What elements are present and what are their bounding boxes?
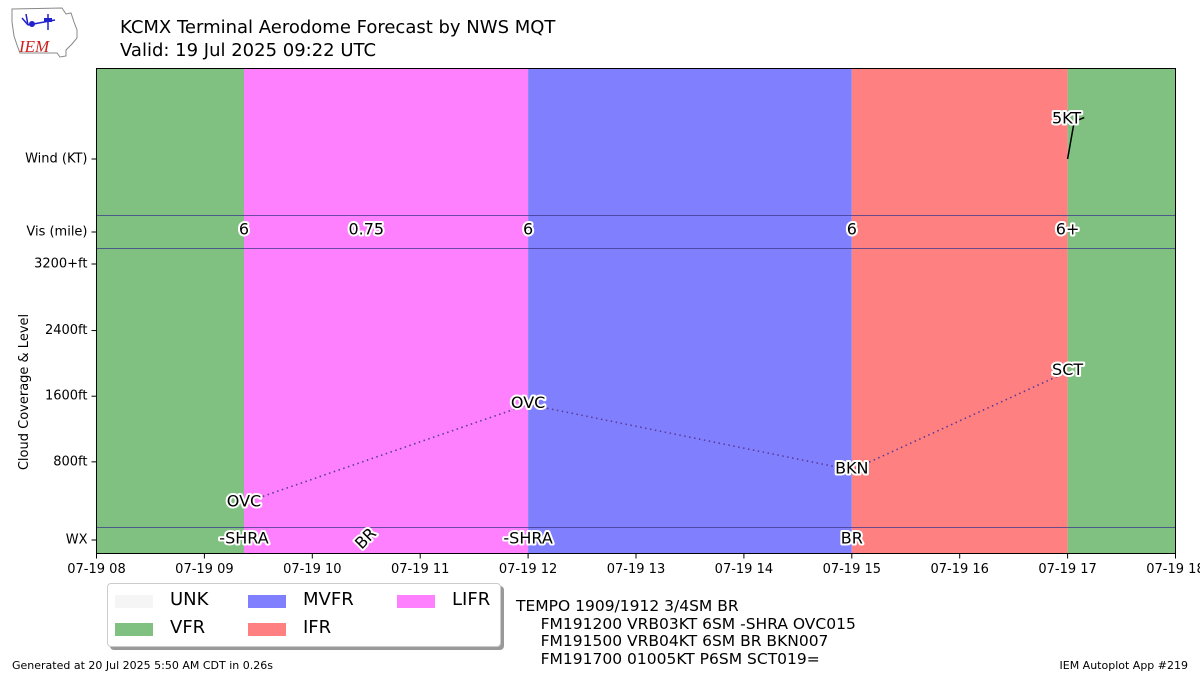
- wind-speed-label: 5KT: [1052, 109, 1081, 128]
- legend-swatch-ifr: [248, 623, 286, 636]
- category-band-ifr: [851, 68, 1068, 554]
- weather-label: -SHRA: [219, 529, 268, 548]
- cloud-cover-label: BKN: [835, 459, 868, 478]
- y-label-wx: WX: [66, 533, 88, 548]
- y-label-vis: Vis (mile): [26, 225, 87, 240]
- legend-label-vfr: VFR: [170, 617, 206, 638]
- x-tick-label: 07-19 18: [1146, 562, 1200, 577]
- y-label-wind: Wind (KT): [25, 152, 87, 167]
- y-tick-label: 1600ft: [45, 389, 88, 404]
- cloud-cover-label: OVC: [227, 491, 261, 510]
- wind-barbs: [1066, 116, 1085, 160]
- app-credit: IEM Autoplot App #219: [1059, 659, 1189, 672]
- weather-label: -SHRA: [503, 529, 552, 548]
- wind-barb-flag: [1073, 116, 1085, 123]
- y-tick-label: 800ft: [53, 454, 87, 469]
- category-band-lifr: [243, 68, 529, 554]
- x-tick-label: 07-19 15: [823, 562, 881, 577]
- cloud-cover-label: OVC: [511, 393, 545, 412]
- x-tick-label: 07-19 17: [1038, 562, 1096, 577]
- wind-barb-shaft: [1066, 119, 1076, 160]
- chart-title: KCMX Terminal Aerodome Forecast by NWS M…: [120, 17, 556, 38]
- y-axis: Wind (KT) Vis (mile) 800ft 1600ft 2400ft 3200…: [25, 152, 97, 548]
- x-tick-label: 07-19 14: [715, 562, 773, 577]
- x-tick-label: 07-19 09: [175, 562, 233, 577]
- category-band-mvfr: [528, 68, 852, 554]
- category-band-vfr: [1067, 68, 1176, 554]
- chart-subtitle: Valid: 19 Jul 2025 09:22 UTC: [120, 40, 377, 61]
- x-tick-label: 07-19 16: [930, 562, 988, 577]
- x-tick-label: 07-19 08: [67, 562, 125, 577]
- y-tick-label: 3200+ft: [34, 257, 87, 272]
- x-tick-label: 07-19 10: [283, 562, 341, 577]
- legend-swatch-mvfr: [248, 595, 286, 608]
- cloud-axis-label: Cloud Coverage & Level: [17, 314, 32, 470]
- x-tick-label: 07-19 13: [607, 562, 665, 577]
- cloud-cover-label: SCT: [1052, 360, 1083, 379]
- category-band-vfr: [96, 68, 244, 554]
- x-axis: 07-19 08 07-19 09 07-19 10 07-19 11 07-19 12…: [67, 553, 1200, 577]
- x-tick-label: 07-19 12: [499, 562, 557, 577]
- row-dividers: [96, 215, 1176, 528]
- visibility-label: 6: [847, 220, 857, 239]
- legend-swatch-unk: [115, 595, 153, 608]
- legend-label-mvfr: MVFR: [303, 589, 354, 610]
- visibility-label: 6: [239, 220, 249, 239]
- legend-label-lifr: LIFR: [452, 589, 491, 610]
- legend-swatch-lifr: [397, 595, 435, 608]
- iem-logo: IEM: [11, 7, 78, 58]
- legend: UNK VFR MVFR IFR LIFR: [107, 583, 501, 647]
- weather-label: BR: [841, 529, 863, 548]
- generated-timestamp: Generated at 20 Jul 2025 5:50 AM CDT in …: [12, 659, 273, 672]
- raw-taf-text: TEMPO 1909/1912 3/4SM BR FM191200 VRB03K…: [516, 597, 856, 668]
- y-tick-label: 2400ft: [45, 323, 88, 338]
- cloud-level-line: [243, 370, 1068, 504]
- iem-logo-text: IEM: [18, 37, 50, 56]
- flight-category-bands: [96, 68, 1176, 554]
- legend-label-unk: UNK: [170, 589, 209, 610]
- visibility-label: 6: [523, 220, 533, 239]
- legend-label-ifr: IFR: [303, 617, 332, 638]
- legend-swatch-vfr: [115, 623, 153, 636]
- visibility-label: 0.75: [348, 220, 384, 239]
- visibility-label: 6+: [1056, 220, 1080, 239]
- cloud-level-polyline: [243, 370, 1068, 504]
- x-tick-label: 07-19 11: [391, 562, 449, 577]
